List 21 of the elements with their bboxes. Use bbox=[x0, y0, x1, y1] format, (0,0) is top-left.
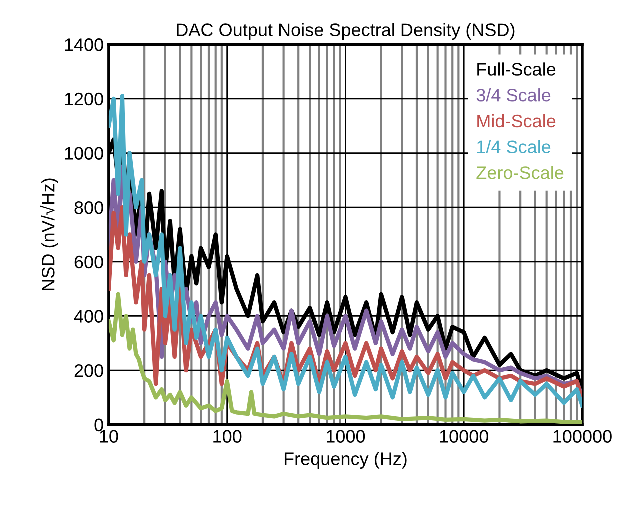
text: Full-Scale bbox=[478, 62, 556, 76]
y-tick-label: 1200 bbox=[65, 92, 104, 106]
y-tick-label: 0 bbox=[94, 418, 104, 432]
chart-title: DAC Output Noise Spectral Density (NSD) bbox=[177, 23, 515, 40]
x-tick-label: 100000 bbox=[554, 430, 612, 443]
x-axis-title: Frequency (Hz) bbox=[284, 452, 407, 469]
y-tick-label: 400 bbox=[74, 310, 104, 323]
y-tick-label: 1000 bbox=[65, 147, 104, 160]
text: 3/4 Scale bbox=[476, 88, 551, 102]
y-tick-label: 1400 bbox=[65, 38, 104, 52]
x-tick-label: 100 bbox=[214, 430, 242, 443]
text: 1/4 Scale bbox=[478, 140, 551, 154]
text: Mid-Scale bbox=[478, 114, 556, 128]
y-axis-title: NSD (nV/√Hz) bbox=[40, 178, 58, 290]
y-tick-label: 600 bbox=[74, 256, 104, 269]
y-tick-label: 200 bbox=[74, 364, 104, 378]
y-tick-label: 800 bbox=[74, 202, 104, 214]
x-tick-label: 10000 bbox=[440, 430, 488, 443]
text: Zero-Scale bbox=[476, 166, 564, 180]
x-tick-label: 1000 bbox=[327, 430, 366, 443]
x-tick-label: 10 bbox=[100, 430, 118, 443]
